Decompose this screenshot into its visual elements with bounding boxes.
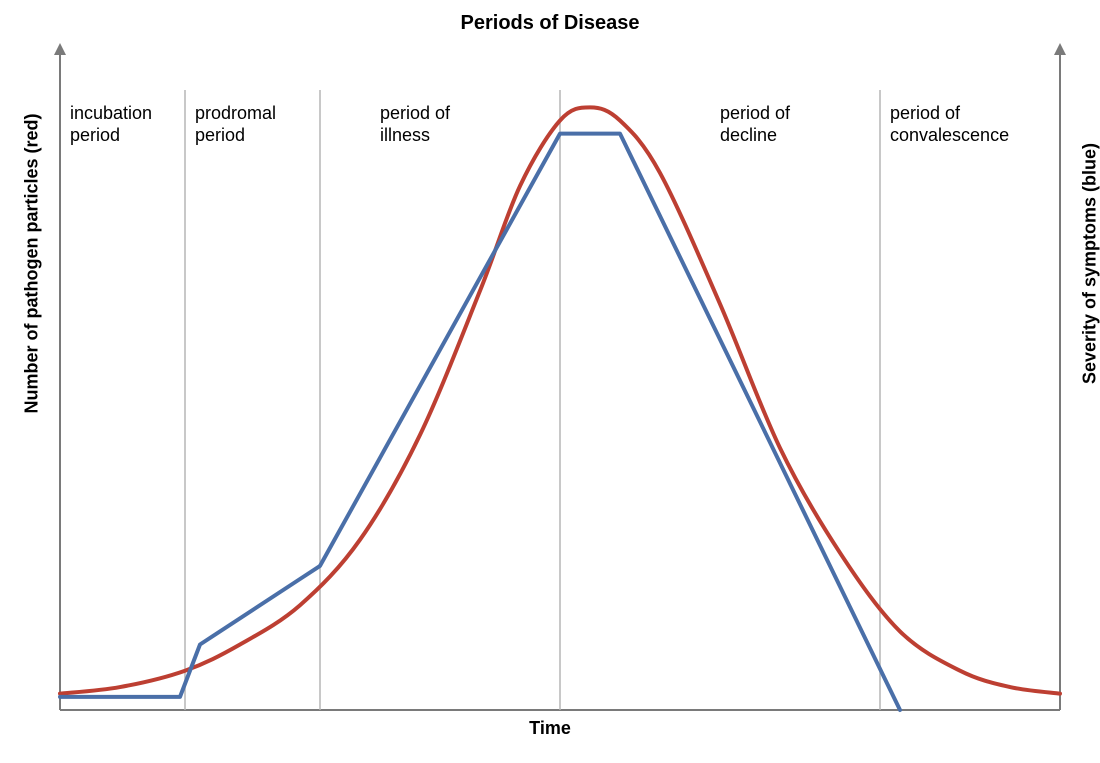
period-label: period ofconvalescence [890, 103, 1009, 146]
period-label: incubationperiod [70, 103, 152, 146]
period-label: period ofdecline [720, 103, 790, 146]
chart-container: Periods of Disease Number of pathogen pa… [0, 0, 1100, 763]
period-label: period ofillness [380, 103, 450, 146]
period-label: prodromalperiod [195, 103, 276, 146]
symptoms-line [60, 134, 900, 710]
